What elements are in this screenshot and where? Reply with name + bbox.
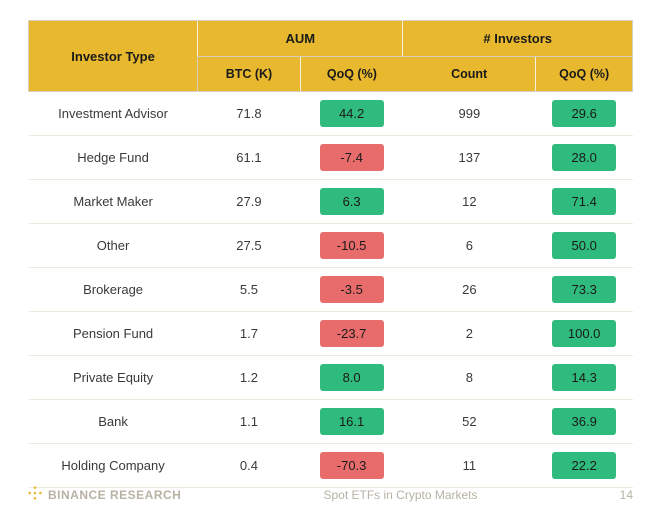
qoq-badge: -7.4 — [320, 144, 384, 171]
cell-count: 8 — [403, 356, 536, 400]
cell-count: 26 — [403, 268, 536, 312]
cell-aum-qoq: -7.4 — [300, 136, 403, 180]
table-row: Hedge Fund61.1 -7.4 137 28.0 — [29, 136, 633, 180]
cell-investor-type: Bank — [29, 400, 198, 444]
cell-inv-qoq: 100.0 — [536, 312, 633, 356]
cell-investor-type: Hedge Fund — [29, 136, 198, 180]
qoq-badge: 16.1 — [320, 408, 384, 435]
cell-aum-qoq: 16.1 — [300, 400, 403, 444]
subheader-aum-qoq: QoQ (%) — [300, 57, 403, 92]
footer-caption: Spot ETFs in Crypto Markets — [323, 488, 477, 502]
cell-count: 11 — [403, 444, 536, 488]
qoq-badge: 71.4 — [552, 188, 616, 215]
cell-btc: 1.2 — [198, 356, 301, 400]
header-aum-group: AUM — [198, 21, 403, 57]
binance-logo-icon — [28, 486, 42, 503]
cell-btc: 27.9 — [198, 180, 301, 224]
cell-investor-type: Market Maker — [29, 180, 198, 224]
table-row: Pension Fund1.7 -23.7 2 100.0 — [29, 312, 633, 356]
cell-count: 6 — [403, 224, 536, 268]
cell-aum-qoq: 6.3 — [300, 180, 403, 224]
qoq-badge: 29.6 — [552, 100, 616, 127]
qoq-badge: -70.3 — [320, 452, 384, 479]
cell-inv-qoq: 14.3 — [536, 356, 633, 400]
cell-inv-qoq: 28.0 — [536, 136, 633, 180]
cell-aum-qoq: -70.3 — [300, 444, 403, 488]
cell-btc: 71.8 — [198, 92, 301, 136]
table-row: Private Equity1.2 8.0 8 14.3 — [29, 356, 633, 400]
cell-btc: 1.1 — [198, 400, 301, 444]
cell-btc: 1.7 — [198, 312, 301, 356]
qoq-badge: 8.0 — [320, 364, 384, 391]
page-number: 14 — [620, 488, 633, 502]
qoq-badge: 28.0 — [552, 144, 616, 171]
subheader-btc: BTC (K) — [198, 57, 301, 92]
cell-inv-qoq: 22.2 — [536, 444, 633, 488]
cell-inv-qoq: 29.6 — [536, 92, 633, 136]
table-row: Market Maker27.9 6.3 12 71.4 — [29, 180, 633, 224]
footer: BINANCE RESEARCH Spot ETFs in Crypto Mar… — [28, 486, 633, 503]
table-row: Holding Company0.4 -70.3 11 22.2 — [29, 444, 633, 488]
cell-aum-qoq: 8.0 — [300, 356, 403, 400]
cell-btc: 61.1 — [198, 136, 301, 180]
cell-aum-qoq: 44.2 — [300, 92, 403, 136]
cell-aum-qoq: -23.7 — [300, 312, 403, 356]
header-investor-type: Investor Type — [29, 21, 198, 92]
qoq-badge: 14.3 — [552, 364, 616, 391]
cell-btc: 27.5 — [198, 224, 301, 268]
header-investors-group: # Investors — [403, 21, 633, 57]
cell-inv-qoq: 50.0 — [536, 224, 633, 268]
qoq-badge: 6.3 — [320, 188, 384, 215]
qoq-badge: 36.9 — [552, 408, 616, 435]
cell-investor-type: Brokerage — [29, 268, 198, 312]
cell-count: 12 — [403, 180, 536, 224]
brand: BINANCE RESEARCH — [28, 486, 181, 503]
qoq-badge: -10.5 — [320, 232, 384, 259]
cell-btc: 0.4 — [198, 444, 301, 488]
cell-investor-type: Investment Advisor — [29, 92, 198, 136]
qoq-badge: -23.7 — [320, 320, 384, 347]
qoq-badge: 50.0 — [552, 232, 616, 259]
cell-investor-type: Private Equity — [29, 356, 198, 400]
subheader-inv-qoq: QoQ (%) — [536, 57, 633, 92]
subheader-count: Count — [403, 57, 536, 92]
cell-investor-type: Other — [29, 224, 198, 268]
cell-count: 999 — [403, 92, 536, 136]
cell-aum-qoq: -10.5 — [300, 224, 403, 268]
qoq-badge: -3.5 — [320, 276, 384, 303]
table-row: Investment Advisor71.8 44.2 999 29.6 — [29, 92, 633, 136]
cell-count: 137 — [403, 136, 536, 180]
cell-investor-type: Holding Company — [29, 444, 198, 488]
cell-btc: 5.5 — [198, 268, 301, 312]
brand-text: BINANCE RESEARCH — [48, 488, 181, 502]
qoq-badge: 22.2 — [552, 452, 616, 479]
table-row: Brokerage5.5 -3.5 26 73.3 — [29, 268, 633, 312]
cell-count: 2 — [403, 312, 536, 356]
qoq-badge: 73.3 — [552, 276, 616, 303]
table-row: Other27.5 -10.5 6 50.0 — [29, 224, 633, 268]
cell-aum-qoq: -3.5 — [300, 268, 403, 312]
cell-inv-qoq: 36.9 — [536, 400, 633, 444]
cell-count: 52 — [403, 400, 536, 444]
investor-table: Investor Type AUM # Investors BTC (K) Qo… — [28, 20, 633, 488]
qoq-badge: 100.0 — [552, 320, 616, 347]
cell-inv-qoq: 73.3 — [536, 268, 633, 312]
table-row: Bank1.1 16.1 52 36.9 — [29, 400, 633, 444]
cell-inv-qoq: 71.4 — [536, 180, 633, 224]
cell-investor-type: Pension Fund — [29, 312, 198, 356]
qoq-badge: 44.2 — [320, 100, 384, 127]
